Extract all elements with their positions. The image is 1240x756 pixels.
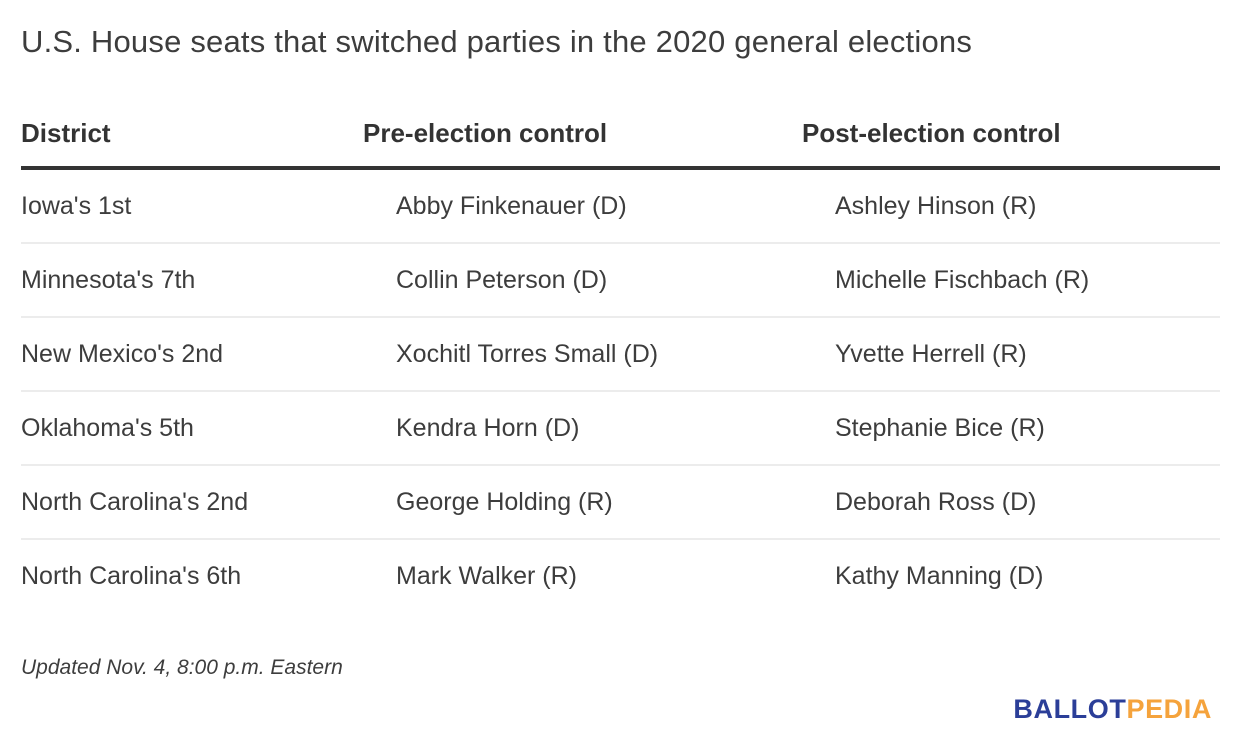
column-header-district: District [21, 117, 111, 148]
updated-timestamp: Updated Nov. 4, 8:00 p.m. Eastern [21, 656, 343, 679]
table-row: New Mexico's 2nd Xochitl Torres Small (D… [21, 318, 1220, 392]
post-election-cell: Stephanie Bice (R) [835, 413, 1045, 442]
post-election-cell: Ashley Hinson (R) [835, 191, 1037, 220]
logo-text-pedia: PEDIA [1126, 694, 1212, 724]
table-body: Iowa's 1st Abby Finkenauer (D) Ashley Hi… [21, 170, 1220, 612]
district-cell: Iowa's 1st [21, 191, 132, 220]
table-row: Oklahoma's 5th Kendra Horn (D) Stephanie… [21, 392, 1220, 466]
column-header-post-election: Post-election control [802, 117, 1061, 148]
post-election-cell: Michelle Fischbach (R) [835, 265, 1090, 294]
table-header-row: District Pre-election control Post-elect… [21, 100, 1220, 170]
district-cell: Minnesota's 7th [21, 265, 196, 294]
table-row: North Carolina's 2nd George Holding (R) … [21, 466, 1220, 540]
table-row: Minnesota's 7th Collin Peterson (D) Mich… [21, 244, 1220, 318]
district-cell: North Carolina's 6th [21, 561, 242, 590]
column-header-pre-election: Pre-election control [363, 117, 608, 148]
pre-election-cell: Mark Walker (R) [396, 561, 578, 590]
page-title: U.S. House seats that switched parties i… [21, 24, 973, 59]
pre-election-cell: Xochitl Torres Small (D) [396, 339, 659, 368]
district-cell: North Carolina's 2nd [21, 487, 249, 516]
pre-election-cell: Kendra Horn (D) [396, 413, 580, 442]
logo-text-ballot: BALLOT [1013, 694, 1127, 724]
district-cell: New Mexico's 2nd [21, 339, 224, 368]
post-election-cell: Kathy Manning (D) [835, 561, 1044, 590]
table-row: Iowa's 1st Abby Finkenauer (D) Ashley Hi… [21, 170, 1220, 244]
pre-election-cell: Collin Peterson (D) [396, 265, 608, 294]
pre-election-cell: George Holding (R) [396, 487, 613, 516]
post-election-cell: Yvette Herrell (R) [835, 339, 1027, 368]
post-election-cell: Deborah Ross (D) [835, 487, 1037, 516]
pre-election-cell: Abby Finkenauer (D) [396, 191, 627, 220]
ballotpedia-logo: BALLOTPEDIA [1013, 694, 1212, 725]
district-cell: Oklahoma's 5th [21, 413, 194, 442]
table-row: North Carolina's 6th Mark Walker (R) Kat… [21, 540, 1220, 612]
